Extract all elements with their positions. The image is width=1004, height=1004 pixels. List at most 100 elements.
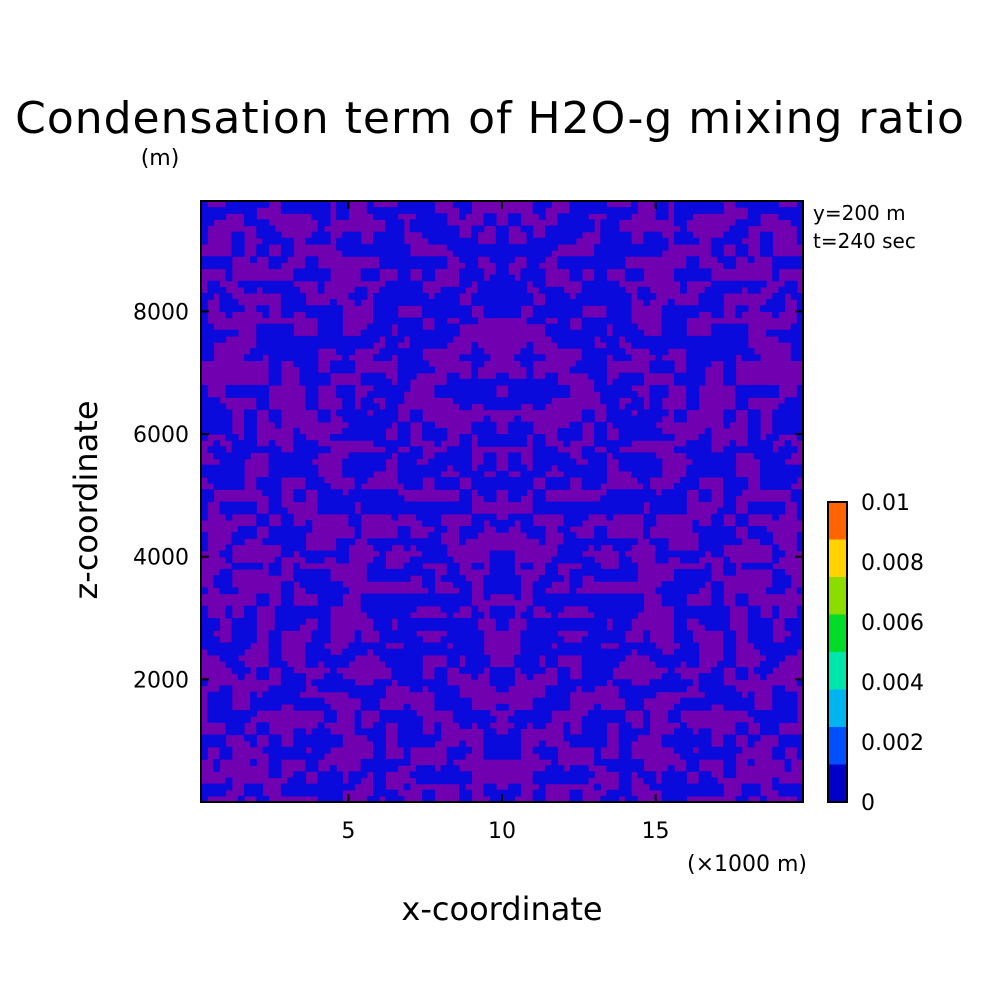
low-region-cell xyxy=(760,673,767,680)
low-region-cell xyxy=(244,734,257,742)
low-region-cell xyxy=(360,765,399,772)
low-region-cell xyxy=(520,268,546,276)
low-region-cell xyxy=(459,740,466,748)
low-region-cell xyxy=(710,243,724,251)
low-region-cell xyxy=(397,323,423,331)
low-region-cell xyxy=(526,618,608,625)
low-region-cell xyxy=(563,519,583,527)
low-region-cell xyxy=(674,483,700,490)
low-region-cell xyxy=(502,667,515,674)
low-region-cell xyxy=(643,237,669,245)
low-region-cell xyxy=(735,219,761,227)
low-region-cell xyxy=(710,593,724,601)
low-region-cell xyxy=(557,673,571,680)
low-region-cell xyxy=(624,335,749,343)
low-region-cell xyxy=(772,256,804,263)
low-region-cell xyxy=(760,464,804,472)
low-region-cell xyxy=(268,409,282,417)
low-region-cell xyxy=(631,470,663,478)
low-region-cell xyxy=(330,434,386,441)
low-region-cell xyxy=(661,317,687,325)
low-region-cell xyxy=(502,568,515,576)
low-region-cell xyxy=(569,587,577,595)
low-region-cell xyxy=(360,397,374,404)
low-region-cell xyxy=(760,728,780,736)
low-region-cell xyxy=(348,771,368,779)
low-region-cell xyxy=(594,378,608,386)
low-region-cell xyxy=(256,231,282,239)
low-region-cell xyxy=(268,660,288,668)
low-region-cell xyxy=(747,286,761,294)
low-region-cell xyxy=(766,329,804,337)
low-region-cell xyxy=(618,642,657,650)
low-region-cell xyxy=(268,440,276,447)
low-region-cell xyxy=(231,532,257,539)
low-region-cell xyxy=(717,660,737,668)
low-region-cell xyxy=(477,434,503,441)
low-region-cell xyxy=(360,329,393,337)
low-region-cell xyxy=(588,710,626,717)
low-region-cell xyxy=(268,372,282,380)
low-region-cell xyxy=(502,685,509,693)
low-region-cell xyxy=(594,250,663,257)
low-region-cell xyxy=(452,716,497,723)
low-region-cell xyxy=(207,691,233,699)
colorbar-segment xyxy=(828,727,847,765)
low-region-cell xyxy=(305,403,319,411)
low-region-cell xyxy=(600,397,620,404)
low-region-cell xyxy=(747,434,761,441)
low-region-cell xyxy=(452,642,485,650)
low-region-cell xyxy=(360,605,417,613)
low-region-cell xyxy=(508,427,534,435)
low-region-cell xyxy=(244,213,257,220)
low-region-cell xyxy=(612,544,632,552)
low-region-cell xyxy=(385,280,423,288)
low-region-cell xyxy=(520,274,546,282)
low-region-cell xyxy=(526,372,534,380)
low-region-cell xyxy=(618,783,632,791)
low-region-cell xyxy=(225,728,245,736)
low-region-cell xyxy=(256,305,270,312)
low-region-cell xyxy=(772,274,780,282)
low-region-cell xyxy=(422,519,442,527)
low-region-cell xyxy=(729,440,737,447)
low-region-cell xyxy=(244,434,257,441)
low-region-cell xyxy=(545,323,571,331)
low-region-cell xyxy=(508,219,522,227)
low-region-cell xyxy=(723,771,737,779)
low-region-cell xyxy=(311,746,331,754)
low-region-cell xyxy=(268,526,313,533)
low-region-cell xyxy=(796,391,804,398)
low-region-cell xyxy=(428,685,460,693)
low-region-cell xyxy=(581,667,614,674)
low-region-cell xyxy=(502,519,515,527)
low-region-cell xyxy=(723,421,730,429)
low-region-cell xyxy=(293,703,331,711)
low-region-cell xyxy=(710,667,724,674)
low-region-cell xyxy=(674,446,712,454)
low-region-cell xyxy=(551,335,595,343)
low-region-cell xyxy=(698,292,724,300)
low-region-cell xyxy=(575,360,608,368)
low-region-cell xyxy=(256,519,270,527)
low-region-cell xyxy=(796,201,804,208)
low-region-cell xyxy=(526,231,534,239)
low-region-cell xyxy=(545,225,595,233)
low-region-cell xyxy=(434,697,472,705)
low-region-cell xyxy=(201,409,233,417)
low-region-cell xyxy=(385,219,405,227)
low-region-cell xyxy=(502,752,522,760)
low-region-cell xyxy=(459,256,479,263)
low-region-cell xyxy=(280,593,294,601)
low-region-cell xyxy=(416,544,448,552)
low-region-cell xyxy=(655,544,669,552)
low-region-cell xyxy=(317,219,331,227)
low-region-cell xyxy=(502,440,528,447)
low-region-cell xyxy=(594,783,601,791)
low-region-cell xyxy=(397,476,423,484)
colorbar-segment xyxy=(828,539,847,577)
low-region-cell xyxy=(317,323,343,331)
low-region-cell xyxy=(483,783,497,791)
low-region-cell xyxy=(336,348,356,355)
low-region-cell xyxy=(686,256,700,263)
